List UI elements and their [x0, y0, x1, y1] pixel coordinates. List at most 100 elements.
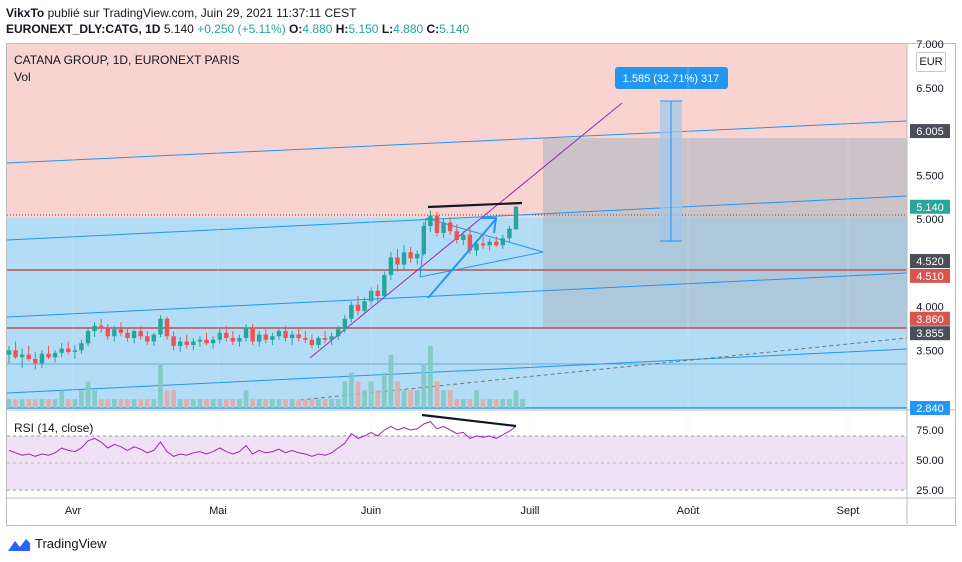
volume-bar — [434, 381, 440, 408]
volume-bar — [460, 399, 466, 408]
volume-bar — [46, 399, 51, 408]
channel-mid — [6, 195, 908, 241]
price-label-box — [910, 199, 950, 214]
volume-bar — [316, 399, 321, 408]
arrow-head — [481, 217, 498, 234]
candle-body — [494, 241, 499, 246]
candle-body — [349, 304, 354, 319]
low-value: 4.880 — [393, 22, 424, 36]
candle-body — [217, 332, 222, 340]
brand-name: TradingView — [35, 536, 107, 551]
candle-body — [204, 339, 209, 344]
candle-body — [250, 327, 255, 342]
candle-body — [309, 339, 315, 345]
price-label-box — [910, 268, 950, 283]
close-value: 5.140 — [439, 22, 470, 36]
volume-bar — [421, 363, 427, 408]
candle-body — [296, 334, 301, 338]
volume-bar — [355, 381, 361, 408]
volume-bar — [441, 390, 446, 408]
open-value: 4.880 — [302, 22, 333, 36]
channel-low — [6, 272, 908, 318]
candle-body — [92, 325, 97, 331]
volume-bar — [467, 399, 473, 408]
volume-bar — [263, 399, 269, 408]
price-tick-label: 6.500 — [916, 83, 944, 95]
volume-bar — [177, 399, 183, 408]
candle-body — [375, 290, 380, 296]
volume-bar — [39, 399, 45, 408]
candle-body — [164, 318, 170, 337]
price-tick-label: 5.500 — [916, 170, 944, 182]
volume-bar — [98, 399, 104, 408]
volume-bar — [520, 399, 525, 408]
volume-bar — [111, 399, 117, 408]
volume-bar — [250, 399, 256, 408]
volume-bar — [243, 390, 249, 408]
resistance-line — [427, 201, 523, 209]
volume-bar — [217, 399, 223, 408]
candle-body — [66, 348, 71, 352]
volume-bar — [237, 399, 242, 408]
volume-bar — [309, 399, 315, 408]
volume-bar — [428, 346, 433, 408]
candle-body — [382, 275, 387, 296]
candle-body — [39, 353, 45, 364]
candle-body — [434, 215, 440, 233]
time-tick-label: Mai — [209, 505, 227, 517]
volume-bar — [329, 399, 335, 408]
volume-bar — [13, 399, 18, 408]
price-label: 6.005 — [916, 126, 944, 138]
candle-body — [191, 341, 196, 345]
candle-body — [454, 231, 459, 240]
candles — [6, 205, 519, 370]
volume-bar — [408, 390, 414, 408]
candle-body — [500, 238, 506, 246]
volume-bar — [487, 399, 493, 408]
candle-body — [243, 327, 249, 338]
footer-brand[interactable]: TradingView — [8, 536, 107, 551]
volume-bar — [513, 390, 519, 408]
candle-body — [197, 339, 203, 342]
rsi-tick-label: 75.00 — [916, 425, 944, 437]
candle-body — [52, 352, 58, 358]
volume-bar — [480, 399, 486, 408]
rsi-divergence-line — [421, 413, 517, 428]
volume-bar — [138, 399, 144, 408]
candle-body — [507, 228, 512, 239]
target-zone — [543, 138, 907, 328]
volume-bar — [283, 399, 288, 408]
candle-body — [125, 332, 130, 338]
volume-bar — [190, 399, 196, 408]
candle-body — [98, 325, 104, 329]
price-label: 5.140 — [916, 202, 944, 214]
price-label: 3.855 — [916, 328, 944, 340]
rsi-tick-label: 25.00 — [916, 485, 944, 497]
volume-bar — [65, 399, 71, 408]
candle-body — [72, 350, 78, 352]
candle-body — [19, 354, 25, 358]
price-axis: 7.000 6.500 5.500 5.000 4.000 3.500 — [916, 39, 944, 357]
candle-body — [79, 343, 84, 351]
candle-body — [342, 318, 348, 330]
volume-bar — [342, 381, 348, 408]
author-name[interactable]: VikxTo — [6, 6, 45, 20]
candle-body — [257, 334, 262, 342]
candle-body — [336, 329, 341, 337]
candle-body — [230, 338, 236, 342]
candle-body — [13, 350, 18, 358]
volume-bar — [79, 390, 84, 408]
volume-bar — [6, 399, 12, 408]
currency-button[interactable]: EUR — [916, 52, 946, 72]
volume-bar — [131, 399, 137, 408]
candle-body — [276, 331, 282, 337]
price-change: +0.250 (+5.11%) — [197, 22, 286, 36]
candle-body — [46, 353, 51, 358]
volume-bar — [197, 399, 203, 408]
candle-body — [210, 339, 216, 344]
price-label: 4.520 — [916, 256, 944, 268]
volume-bar — [414, 390, 420, 408]
price-label-box — [910, 401, 950, 415]
candle-body — [237, 338, 242, 342]
